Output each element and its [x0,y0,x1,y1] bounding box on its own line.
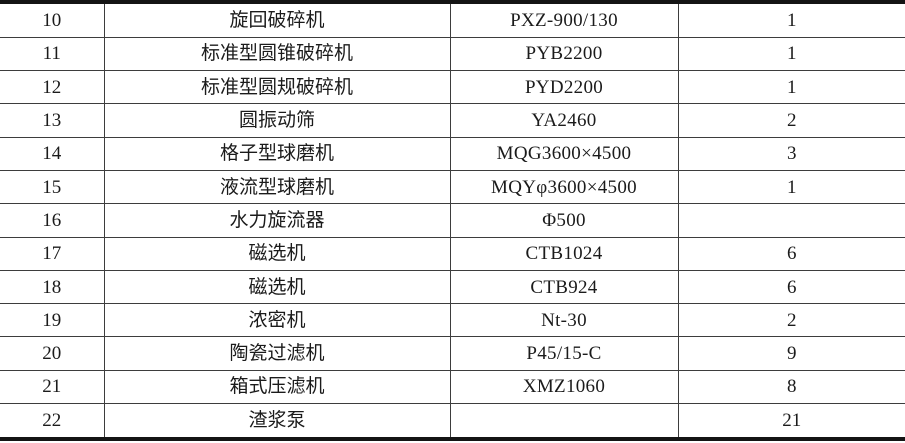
model-cell: PYD2200 [450,70,679,105]
quantity-cell: 3 [678,137,905,171]
model-cell: CTB1024 [450,237,679,271]
row-number-cell: 12 [0,70,105,105]
row-number-cell: 15 [0,170,105,205]
row-number-cell: 18 [0,270,105,305]
table-row: 10 旋回破碎机 PXZ-900/130 1 [0,4,905,38]
quantity-cell: 6 [678,270,905,305]
table-row: 17 磁选机 CTB1024 6 [0,237,905,271]
equipment-name-cell: 陶瓷过滤机 [104,336,451,371]
row-number-cell: 16 [0,203,105,238]
equipment-name-cell: 旋回破碎机 [104,4,451,38]
quantity-cell: 2 [678,103,905,138]
table-row: 15 液流型球磨机 MQYφ3600×4500 1 [0,170,905,205]
model-cell: PYB2200 [450,37,679,72]
row-number-cell: 21 [0,370,105,405]
equipment-name-cell: 渣浆泵 [104,403,451,437]
model-cell: Nt-30 [450,303,679,338]
equipment-name-cell: 液流型球磨机 [104,170,451,205]
model-cell [450,403,679,437]
quantity-cell [678,203,905,238]
model-cell: Φ500 [450,203,679,238]
table-row: 11 标准型圆锥破碎机 PYB2200 1 [0,37,905,72]
row-number-cell: 11 [0,37,105,72]
quantity-cell: 6 [678,237,905,271]
model-cell: PXZ-900/130 [450,4,679,38]
quantity-cell: 9 [678,336,905,371]
model-cell: MQYφ3600×4500 [450,170,679,205]
row-number-cell: 10 [0,4,105,38]
quantity-cell: 1 [678,37,905,72]
table-row: 12 标准型圆规破碎机 PYD2200 1 [0,70,905,105]
model-cell: YA2460 [450,103,679,138]
equipment-name-cell: 水力旋流器 [104,203,451,238]
equipment-name-cell: 浓密机 [104,303,451,338]
row-number-cell: 13 [0,103,105,138]
table-row: 19 浓密机 Nt-30 2 [0,303,905,338]
model-cell: MQG3600×4500 [450,137,679,171]
table-row: 18 磁选机 CTB924 6 [0,270,905,305]
quantity-cell: 8 [678,370,905,405]
row-number-cell: 17 [0,237,105,271]
equipment-name-cell: 格子型球磨机 [104,137,451,171]
table-row: 20 陶瓷过滤机 P45/15-C 9 [0,336,905,371]
model-cell: P45/15-C [450,336,679,371]
table-row: 21 箱式压滤机 XMZ1060 8 [0,370,905,405]
row-number-cell: 20 [0,336,105,371]
row-number-cell: 14 [0,137,105,171]
equipment-table-body: 10 旋回破碎机 PXZ-900/130 1 11 标准型圆锥破碎机 PYB22… [0,4,905,437]
model-cell: XMZ1060 [450,370,679,405]
quantity-cell: 1 [678,170,905,205]
model-cell: CTB924 [450,270,679,305]
equipment-name-cell: 箱式压滤机 [104,370,451,405]
table-row: 16 水力旋流器 Φ500 [0,203,905,238]
row-number-cell: 19 [0,303,105,338]
quantity-cell: 2 [678,303,905,338]
table-row: 22 渣浆泵 21 [0,403,905,437]
equipment-name-cell: 圆振动筛 [104,103,451,138]
equipment-table: 10 旋回破碎机 PXZ-900/130 1 11 标准型圆锥破碎机 PYB22… [0,4,905,437]
quantity-cell: 21 [782,410,802,432]
table-row: 14 格子型球磨机 MQG3600×4500 3 [0,137,905,171]
equipment-name-cell: 磁选机 [104,270,451,305]
quantity-cell: 1 [678,4,905,38]
table-row: 13 圆振动筛 YA2460 2 [0,103,905,138]
equipment-name-cell: 标准型圆锥破碎机 [104,37,451,72]
equipment-name-cell: 磁选机 [104,237,451,271]
quantity-cell: 1 [678,70,905,105]
equipment-name-cell: 标准型圆规破碎机 [104,70,451,105]
row-number-cell: 22 [0,403,105,437]
